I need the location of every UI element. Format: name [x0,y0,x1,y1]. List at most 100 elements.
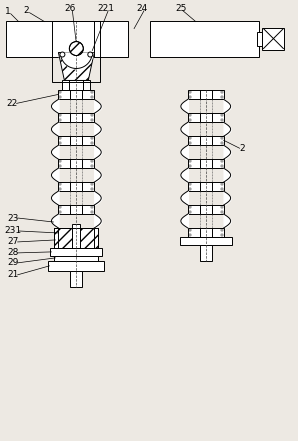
Bar [188,90,224,99]
Bar [221,120,223,121]
Bar [59,137,61,139]
Bar [221,137,223,139]
Text: 27: 27 [7,237,18,247]
Text: 28: 28 [7,248,18,258]
Bar [59,165,61,167]
Bar [189,188,191,190]
Bar [59,211,61,213]
Bar [91,114,93,116]
Bar [91,160,93,162]
Bar [58,159,94,168]
Text: 2: 2 [24,6,30,15]
Bar [263,28,284,49]
Bar [221,114,223,116]
Bar [221,142,223,144]
Bar [189,234,191,236]
Bar [188,228,224,237]
Bar [91,142,93,144]
Bar [91,91,93,93]
Bar [257,32,263,45]
Text: 1: 1 [5,7,10,16]
Bar [188,205,224,214]
Bar [189,165,191,167]
Circle shape [69,41,83,56]
Bar [58,205,94,214]
Bar [188,113,224,122]
Bar [91,165,93,167]
Bar [189,229,191,231]
Circle shape [88,52,93,57]
Bar [188,182,224,191]
Bar [189,142,191,144]
Bar [221,229,223,231]
Text: 29: 29 [7,258,18,267]
Polygon shape [58,52,94,80]
Bar [180,237,232,245]
Bar [59,114,61,116]
Bar [52,21,100,82]
Bar [91,97,93,98]
Text: 24: 24 [136,4,148,13]
Bar [221,206,223,208]
Text: 2: 2 [240,144,245,153]
Bar [72,224,80,274]
Bar [55,228,98,248]
Bar [58,113,94,122]
Text: 22: 22 [6,99,17,108]
Polygon shape [58,52,94,80]
Bar [58,136,94,145]
Bar [91,206,93,208]
Bar [62,80,90,90]
Bar [58,90,94,99]
Bar [59,142,61,144]
Bar [91,188,93,190]
Bar [189,183,191,185]
Bar [221,234,223,236]
Bar [189,160,191,162]
Bar [55,256,98,261]
Text: 25: 25 [175,4,187,13]
Bar [188,136,224,145]
Bar [70,271,82,287]
Bar [221,165,223,167]
Bar [189,114,191,116]
Bar [189,206,191,208]
Bar [58,182,94,191]
Bar [55,228,98,248]
Text: 23: 23 [7,213,18,223]
Bar [200,245,212,261]
Bar [221,183,223,185]
Text: 231: 231 [4,227,21,235]
Bar [221,211,223,213]
Bar [59,120,61,121]
Bar [59,97,61,98]
Bar [59,91,61,93]
Bar [58,228,72,248]
Bar [221,160,223,162]
Bar [91,211,93,213]
Bar [80,228,94,248]
Bar [50,248,102,256]
Bar [189,97,191,98]
Bar [188,159,224,168]
Bar [59,206,61,208]
Circle shape [60,52,65,57]
Bar [59,188,61,190]
Bar [6,21,128,56]
Bar [59,160,61,162]
Bar [49,261,104,271]
Bar [91,120,93,121]
Bar [189,211,191,213]
Bar [189,91,191,93]
Bar [59,183,61,185]
Bar [91,183,93,185]
Text: 26: 26 [65,4,76,13]
Bar [150,21,260,56]
Bar [221,97,223,98]
Bar [189,120,191,121]
Bar [91,137,93,139]
Text: 221: 221 [98,4,115,13]
Bar [221,91,223,93]
Bar [189,137,191,139]
Bar [221,188,223,190]
